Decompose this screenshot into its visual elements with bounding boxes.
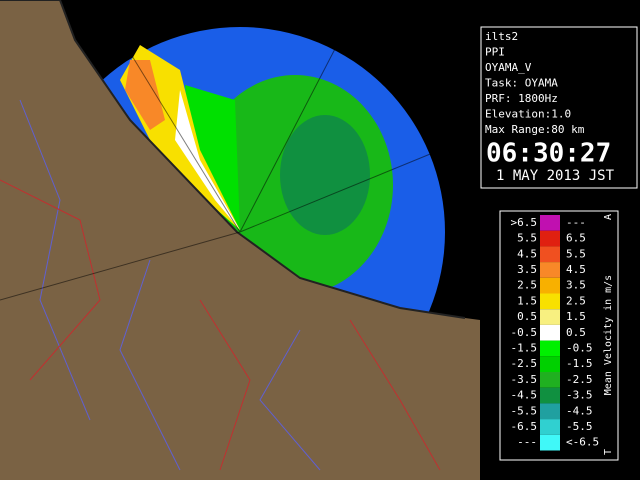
- legend-low: -0.5: [511, 326, 538, 339]
- legend-box: [499, 210, 619, 461]
- legend-top-mark: A: [603, 214, 614, 220]
- legend-swatch: [540, 356, 560, 372]
- legend-high: -2.5: [566, 373, 593, 386]
- legend-swatch: [540, 324, 560, 341]
- legend-high: -5.5: [566, 420, 593, 433]
- legend-swatch: [540, 230, 560, 247]
- legend-low: -3.5: [511, 373, 538, 386]
- legend-swatch: [540, 277, 560, 294]
- radar-map: [0, 0, 480, 480]
- legend-high: <-6.5: [566, 436, 599, 449]
- legend-low: -5.5: [511, 404, 538, 417]
- legend-low: -2.5: [511, 357, 538, 370]
- legend-low: 3.5: [517, 263, 537, 276]
- legend-bottom-mark: T: [603, 449, 614, 455]
- info-line: PRF: 1800Hz: [485, 92, 558, 105]
- terrain: [0, 0, 480, 480]
- legend-title: Mean Velocity in m/s: [603, 275, 614, 395]
- legend-swatch: [540, 403, 560, 420]
- legend-swatch: [540, 309, 560, 325]
- info-line: Max Range:80 km: [485, 123, 585, 136]
- legend-low: 2.5: [517, 279, 537, 292]
- info-line: PPI: [485, 46, 505, 59]
- legend-low: 5.5: [517, 232, 537, 245]
- legend-swatch: [540, 293, 560, 310]
- legend-swatch: [540, 340, 560, 357]
- legend-low: 0.5: [517, 310, 537, 323]
- legend-high: -1.5: [566, 357, 593, 370]
- legend-low: -4.5: [511, 389, 538, 402]
- legend-swatch: [540, 246, 560, 263]
- legend-low: -6.5: [511, 420, 538, 433]
- legend-low: >6.5: [511, 216, 538, 229]
- info-line: Task: OYAMA: [485, 77, 558, 90]
- legend-swatch: [540, 215, 560, 231]
- legend-high: 1.5: [566, 310, 586, 323]
- info-line: Elevation:1.0: [485, 108, 571, 121]
- legend-high: 2.5: [566, 294, 586, 307]
- info-line: OYAMA_V: [485, 61, 532, 74]
- legend-high: -4.5: [566, 404, 593, 417]
- legend-swatch: [540, 434, 560, 451]
- echo-dark: [280, 115, 370, 235]
- legend-high: -3.5: [566, 389, 593, 402]
- legend-low: 4.5: [517, 247, 537, 260]
- legend-high: 4.5: [566, 263, 586, 276]
- legend-high: 5.5: [566, 247, 586, 260]
- legend-swatch: [540, 262, 560, 278]
- date: 1 MAY 2013 JST: [496, 168, 615, 184]
- legend-swatch: [540, 372, 560, 388]
- echo-orange: [125, 60, 165, 130]
- info-box: [480, 26, 638, 189]
- legend-low: 1.5: [517, 294, 537, 307]
- legend-high: ---: [566, 216, 586, 229]
- legend-high: 6.5: [566, 232, 586, 245]
- legend-swatch: [540, 387, 560, 404]
- echo-white: [175, 90, 240, 230]
- legend-swatch: [540, 419, 560, 435]
- time: 06:30:27: [486, 139, 611, 169]
- legend-high: 3.5: [566, 279, 586, 292]
- legend-low: -1.5: [511, 341, 538, 354]
- legend-high: -0.5: [566, 341, 593, 354]
- legend-low: ---: [517, 436, 537, 449]
- legend-high: 0.5: [566, 326, 586, 339]
- info-line: ilts2: [485, 30, 518, 43]
